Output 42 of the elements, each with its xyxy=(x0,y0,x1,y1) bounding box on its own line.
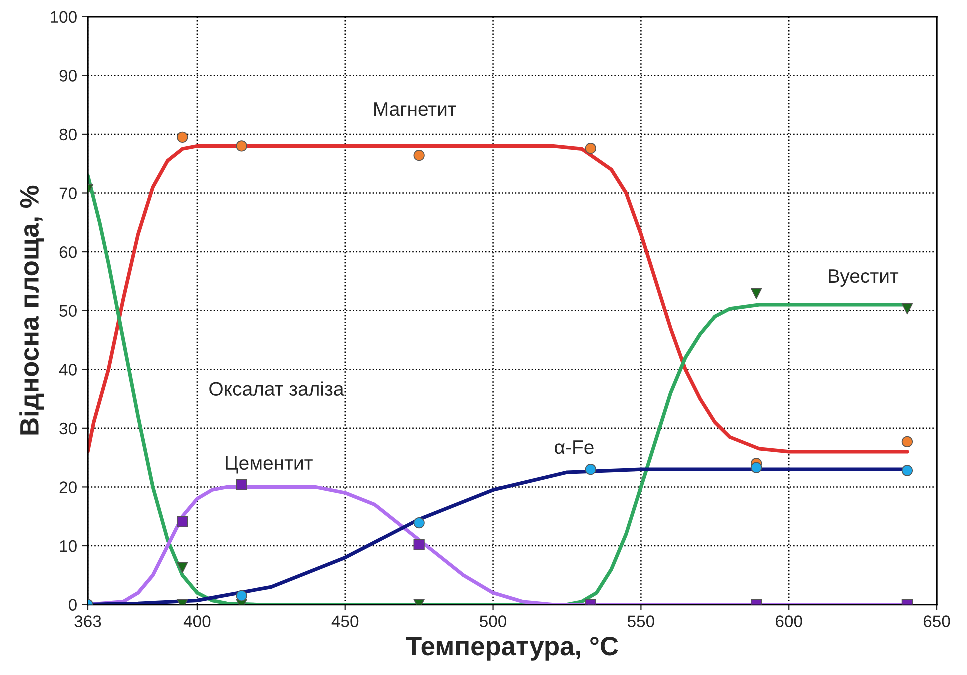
y-tick-label: 30 xyxy=(60,422,77,435)
annotation: Оксалат заліза xyxy=(210,382,344,396)
x-axis-title: Температура, °C xyxy=(406,637,618,661)
y-tick-label: 50 xyxy=(60,305,77,318)
x-tick-label: 363 xyxy=(74,616,102,628)
point xyxy=(414,518,425,529)
point xyxy=(177,562,188,574)
y-tick-label: 10 xyxy=(60,540,77,552)
y-tick-label: 90 xyxy=(60,70,77,82)
point xyxy=(177,516,188,528)
point xyxy=(177,132,188,143)
y-axis-title: Відносна площа, % xyxy=(20,186,44,435)
y-tick-label: 100 xyxy=(51,11,77,24)
y-tick-label: 80 xyxy=(60,128,77,141)
y-tick-label: 20 xyxy=(60,482,77,494)
annotation: Магнетит xyxy=(374,102,456,116)
point xyxy=(902,436,914,448)
point xyxy=(751,288,762,300)
point xyxy=(902,304,914,315)
annotation: Цементит xyxy=(226,456,313,474)
x-tick-label: 400 xyxy=(184,616,211,628)
x-tick-label: 500 xyxy=(480,616,507,628)
point xyxy=(414,150,425,162)
y-tick-label: 70 xyxy=(60,188,77,200)
point xyxy=(902,465,914,476)
annotation: α-Fe xyxy=(555,440,594,454)
y-tick-label: 40 xyxy=(59,364,77,376)
point xyxy=(585,464,596,476)
x-tick-label: 450 xyxy=(332,616,359,628)
point xyxy=(236,590,248,602)
x-tick-label: 550 xyxy=(628,616,654,628)
y-tick-label: 0 xyxy=(68,599,77,612)
x-tick-label: 600 xyxy=(776,616,802,628)
point xyxy=(751,462,762,474)
point xyxy=(236,479,248,490)
point xyxy=(585,143,596,154)
line-series xyxy=(88,144,910,454)
point xyxy=(236,140,248,152)
y-tick-label: 60 xyxy=(60,246,77,258)
point xyxy=(414,539,425,550)
annotation: Вуестит xyxy=(829,270,899,287)
x-tick-label: 650 xyxy=(924,616,950,628)
